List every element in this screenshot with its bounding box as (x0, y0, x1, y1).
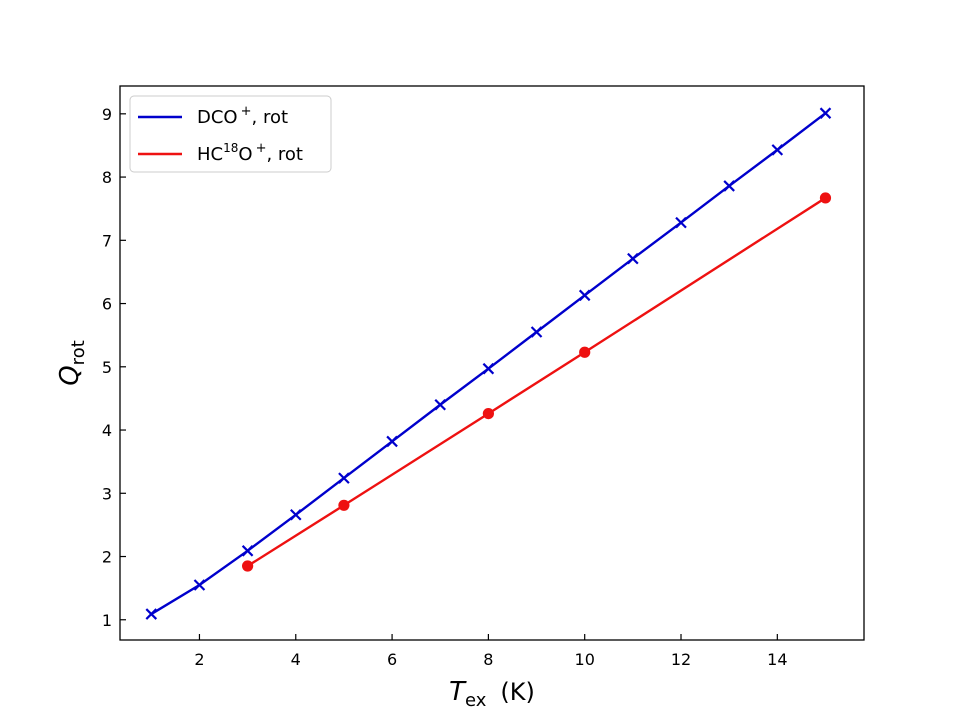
data-point-0-9 (578, 289, 591, 302)
x-axis-title: Tex (K) (449, 677, 535, 711)
data-point-0-2 (241, 545, 254, 557)
data-point-0-1 (193, 579, 206, 591)
legend: DCO +, rot HC18O +, rot (129, 95, 332, 173)
data-point-0-0 (145, 608, 158, 620)
plot-area-frame (119, 85, 865, 641)
y-tick-label-5: 6 (102, 295, 112, 314)
y-tick-label-7: 8 (102, 168, 112, 187)
data-point-1-2 (482, 407, 494, 420)
plot-series (145, 107, 832, 620)
data-point-0-4 (338, 472, 350, 484)
data-point-0-7 (482, 362, 495, 375)
series-0 (145, 107, 832, 620)
data-point-0-10 (627, 252, 639, 265)
y-axis-ticks: 1 2 3 4 5 6 7 8 9 (102, 105, 126, 630)
data-point-0-14 (819, 107, 832, 119)
data-point-1-4 (819, 192, 832, 204)
data-point-1-1 (338, 499, 350, 511)
y-tick-label-2: 3 (102, 484, 112, 503)
data-point-0-13 (771, 144, 784, 156)
y-tick-label-8: 9 (102, 105, 112, 124)
series-1 (242, 192, 832, 572)
x-tick-label-5: 12 (671, 650, 691, 669)
data-point-0-3 (289, 509, 302, 521)
y-tick-label-3: 4 (102, 421, 112, 440)
data-point-0-5 (386, 435, 398, 448)
y-axis-title: Qrot (55, 340, 89, 386)
data-point-0-6 (434, 398, 447, 411)
x-tick-label-6: 14 (767, 650, 787, 669)
x-axis-ticks: 2 4 6 8 10 12 14 (194, 634, 788, 669)
y-tick-label-0: 1 (102, 611, 112, 630)
x-tick-label-2: 6 (387, 650, 397, 669)
x-tick-label-1: 4 (291, 650, 301, 669)
x-tick-label-3: 8 (483, 650, 493, 669)
data-point-0-8 (530, 326, 543, 338)
y-tick-label-4: 5 (102, 358, 112, 377)
data-point-1-0 (242, 560, 254, 572)
x-tick-label-4: 10 (575, 650, 595, 669)
y-tick-label-1: 2 (102, 548, 112, 567)
data-point-1-3 (579, 346, 591, 358)
data-point-0-12 (723, 180, 735, 192)
y-tick-label-6: 7 (102, 231, 112, 250)
legend-label-1: HC18O +, rot (197, 141, 303, 165)
data-point-0-11 (675, 216, 687, 229)
legend-label-0: DCO +, rot (197, 104, 288, 128)
x-tick-label-0: 2 (194, 650, 204, 669)
